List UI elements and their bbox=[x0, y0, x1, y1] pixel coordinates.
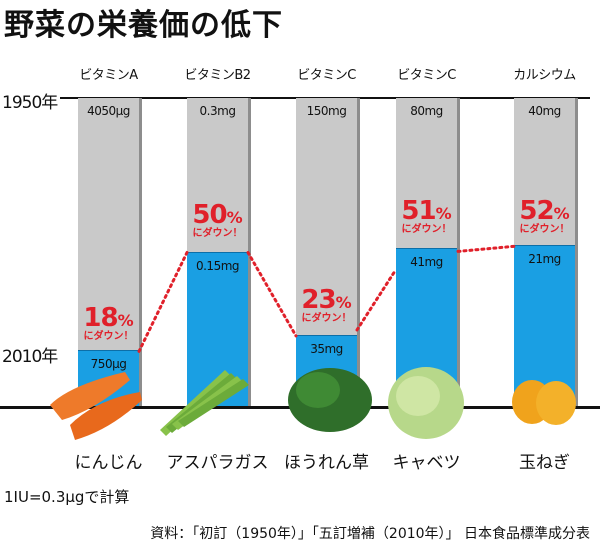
percent-value: 51 bbox=[401, 196, 436, 226]
down-label: にダウン！ bbox=[519, 224, 570, 235]
vegetable-name: キャベツ bbox=[392, 453, 461, 473]
vegetable-name: アスパラガス bbox=[166, 453, 269, 473]
percent-sign: % bbox=[117, 311, 134, 330]
down-label: にダウン！ bbox=[83, 331, 134, 342]
percent-label: 50% にダウン！ bbox=[183, 202, 253, 239]
percent-value: 18 bbox=[83, 303, 118, 333]
vegetable-name: ほうれん草 bbox=[284, 453, 369, 473]
percent-sign: % bbox=[226, 208, 243, 227]
percent-sign: % bbox=[553, 204, 570, 223]
trend-dotted-line bbox=[456, 244, 516, 253]
vegetable-name: にんじん bbox=[74, 453, 143, 473]
percent-value: 52 bbox=[519, 196, 554, 226]
nutrient-label: カルシウム bbox=[513, 68, 576, 83]
value-2010: 750μg bbox=[90, 357, 127, 372]
value-2010: 0.15mg bbox=[195, 258, 240, 273]
onion-icon bbox=[536, 381, 576, 425]
source: 資料：「初訂（1950年）」「五訂増補（2010年）」 日本食品標準成分表 bbox=[150, 526, 590, 542]
label-2010: 2010年 bbox=[2, 347, 58, 367]
nutrient-label: ビタミンC bbox=[397, 68, 456, 83]
carrot-icon bbox=[70, 392, 142, 440]
percent-sign: % bbox=[435, 204, 452, 223]
spinach-icon bbox=[296, 372, 340, 408]
value-1950: 80mg bbox=[410, 104, 443, 118]
bar-1950 bbox=[187, 98, 248, 407]
trend-dotted-line bbox=[246, 251, 298, 338]
value-2010: 35mg bbox=[310, 341, 343, 356]
percent-value: 50 bbox=[192, 200, 227, 230]
down-label: にダウン！ bbox=[192, 228, 243, 239]
label-1950: 1950年 bbox=[2, 93, 58, 113]
nutrient-label: ビタミンC bbox=[297, 68, 356, 83]
percent-sign: % bbox=[335, 293, 352, 312]
carrot-icon bbox=[50, 372, 130, 420]
trend-dotted-line bbox=[355, 267, 398, 332]
footnote: 1IU=0.3μgで計算 bbox=[4, 488, 130, 506]
cabbage-icon bbox=[396, 376, 440, 416]
percent-label: 18% にダウン！ bbox=[74, 305, 144, 342]
vegetable-name: 玉ねぎ bbox=[519, 453, 570, 473]
value-1950: 150mg bbox=[306, 104, 347, 118]
value-1950: 40mg bbox=[528, 104, 561, 118]
asparagus-icon bbox=[178, 379, 249, 427]
value-2010: 41mg bbox=[410, 255, 443, 270]
percent-value: 23 bbox=[301, 285, 336, 315]
bar-2010 bbox=[514, 245, 575, 407]
trend-dotted-line bbox=[137, 251, 189, 353]
value-1950: 0.3mg bbox=[199, 104, 236, 118]
chart-title: 野菜の栄養価の低下 bbox=[4, 8, 283, 43]
nutrient-label: ビタミンA bbox=[79, 68, 138, 83]
value-1950: 4050μg bbox=[87, 104, 130, 118]
percent-label: 51% にダウン！ bbox=[392, 198, 462, 235]
bar-1950 bbox=[514, 98, 575, 407]
nutrient-label: ビタミンB2 bbox=[184, 68, 251, 83]
value-2010: 21mg bbox=[528, 252, 561, 267]
percent-label: 23% にダウン！ bbox=[292, 287, 362, 324]
percent-label: 52% にダウン！ bbox=[510, 198, 580, 235]
down-label: にダウン！ bbox=[301, 313, 352, 324]
down-label: にダウン！ bbox=[401, 224, 452, 235]
